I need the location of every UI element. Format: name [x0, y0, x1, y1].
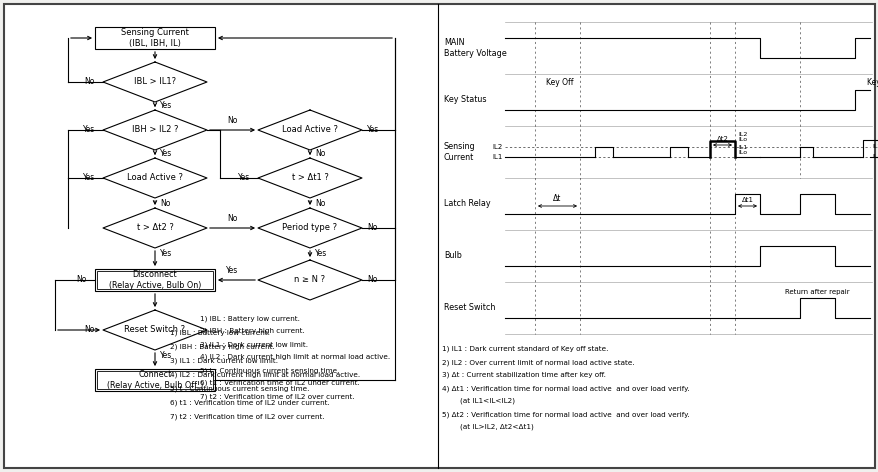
Text: 3) Δt : Current stabilization time after key off.: 3) Δt : Current stabilization time after… [442, 372, 605, 379]
Text: 6) t1 : Verification time of IL2 under current.: 6) t1 : Verification time of IL2 under c… [169, 400, 329, 406]
Text: Connect
(Relay Active, Bulb Off!): Connect (Relay Active, Bulb Off!) [107, 371, 203, 390]
Text: 3) IL1 : Dark current low limit.: 3) IL1 : Dark current low limit. [169, 358, 277, 364]
Bar [95, 369, 215, 391]
Text: 4) IL2 : Dark current high limit at normal load active.: 4) IL2 : Dark current high limit at norm… [200, 354, 390, 361]
Text: Disconnect
(Relay Active, Bulb On): Disconnect (Relay Active, Bulb On) [109, 270, 201, 290]
Text: Yes: Yes [83, 126, 95, 135]
Text: Latch Relay: Latch Relay [443, 200, 490, 209]
Text: No: No [367, 224, 377, 233]
Text: 7) t2 : Verification time of IL2 over current.: 7) t2 : Verification time of IL2 over cu… [200, 393, 354, 399]
Text: No: No [314, 199, 325, 208]
Text: IBH > IL2 ?: IBH > IL2 ? [132, 126, 178, 135]
Text: IL2: IL2 [871, 144, 878, 150]
Text: IBL > IL1?: IBL > IL1? [133, 77, 176, 86]
Text: No: No [227, 116, 237, 125]
Text: Yes: Yes [160, 250, 172, 259]
Text: No: No [367, 276, 377, 285]
Text: Reset Switch: Reset Switch [443, 303, 495, 312]
Text: (at IL1<IL<IL2): (at IL1<IL<IL2) [442, 398, 515, 405]
Text: MAIN
Battery Voltage: MAIN Battery Voltage [443, 38, 507, 58]
Text: Load Active ?: Load Active ? [282, 126, 338, 135]
Text: Key Off: Key Off [545, 78, 573, 87]
Text: Yes: Yes [227, 266, 238, 275]
Text: Key Status: Key Status [443, 95, 486, 104]
Text: Δt1: Δt1 [741, 197, 752, 203]
Text: t > Δt2 ?: t > Δt2 ? [136, 224, 173, 233]
Text: No: No [84, 77, 95, 86]
Text: n ≥ N ?: n ≥ N ? [294, 276, 325, 285]
Text: Bulb: Bulb [443, 252, 461, 261]
Bar [97, 271, 212, 289]
Text: Return after repair: Return after repair [784, 289, 849, 295]
Bar [97, 371, 212, 389]
Text: No: No [160, 199, 170, 208]
Text: IL1
ILo: IL1 ILo [738, 144, 746, 155]
Text: 2) IL2 : Over current limit of normal load active state.: 2) IL2 : Over current limit of normal lo… [442, 359, 634, 365]
Text: 1) IL1 : Dark current standard of Key off state.: 1) IL1 : Dark current standard of Key of… [442, 346, 608, 353]
Text: Δt2: Δt2 [716, 136, 728, 142]
Text: No: No [84, 326, 95, 335]
Text: 4) Δt1 : Verification time for normal load active  and over load verify.: 4) Δt1 : Verification time for normal lo… [442, 385, 689, 391]
Text: Period type ?: Period type ? [282, 224, 337, 233]
Text: IL1: IL1 [871, 154, 878, 160]
Text: IL2: IL2 [493, 144, 502, 150]
Text: No: No [76, 276, 87, 285]
Text: 5) t : Continuous current sensing time.: 5) t : Continuous current sensing time. [200, 367, 339, 373]
Text: 3) IL1 : Dark current low limit.: 3) IL1 : Dark current low limit. [200, 341, 307, 347]
Text: 5) t : Continuous current sensing time.: 5) t : Continuous current sensing time. [169, 386, 309, 393]
Text: t > Δt1 ?: t > Δt1 ? [291, 174, 328, 183]
Text: Yes: Yes [237, 174, 249, 183]
Text: Yes: Yes [314, 250, 327, 259]
Text: Reset Switch ?: Reset Switch ? [125, 326, 185, 335]
Text: 1) IBL : Battery low current.: 1) IBL : Battery low current. [200, 315, 299, 321]
Bar [95, 27, 215, 49]
Text: Yes: Yes [160, 150, 172, 159]
Text: Key On: Key On [866, 78, 878, 87]
Bar [95, 269, 215, 291]
Text: Yes: Yes [160, 101, 172, 110]
Text: 5) Δt2 : Verification time for normal load active  and over load verify.: 5) Δt2 : Verification time for normal lo… [442, 411, 689, 418]
Text: No: No [227, 214, 237, 223]
Text: No: No [314, 150, 325, 159]
Text: Load Active ?: Load Active ? [126, 174, 183, 183]
Text: 1) IBL : Battery low current.: 1) IBL : Battery low current. [169, 330, 270, 337]
Text: Δt: Δt [552, 194, 561, 203]
Text: IL1: IL1 [492, 154, 502, 160]
Text: Yes: Yes [160, 351, 172, 360]
Text: IL2
ILo: IL2 ILo [738, 132, 746, 143]
Text: Yes: Yes [367, 126, 378, 135]
Text: 2) IBH : Battery high current.: 2) IBH : Battery high current. [169, 344, 275, 351]
Text: 2) IBH : Battery high current.: 2) IBH : Battery high current. [200, 328, 305, 335]
Text: Yes: Yes [83, 174, 95, 183]
Text: (at IL>IL2, Δt2<Δt1): (at IL>IL2, Δt2<Δt1) [442, 424, 533, 430]
Text: Sensing Current
(IBL, IBH, IL): Sensing Current (IBL, IBH, IL) [121, 28, 189, 48]
Text: 7) t2 : Verification time of IL2 over current.: 7) t2 : Verification time of IL2 over cu… [169, 414, 324, 421]
Text: 4) IL2 : Dark current high limit at normal load active.: 4) IL2 : Dark current high limit at norm… [169, 372, 360, 379]
Text: Sensing
Current: Sensing Current [443, 142, 475, 162]
Text: 6) t1 : Verification time of IL2 under current.: 6) t1 : Verification time of IL2 under c… [200, 380, 359, 387]
